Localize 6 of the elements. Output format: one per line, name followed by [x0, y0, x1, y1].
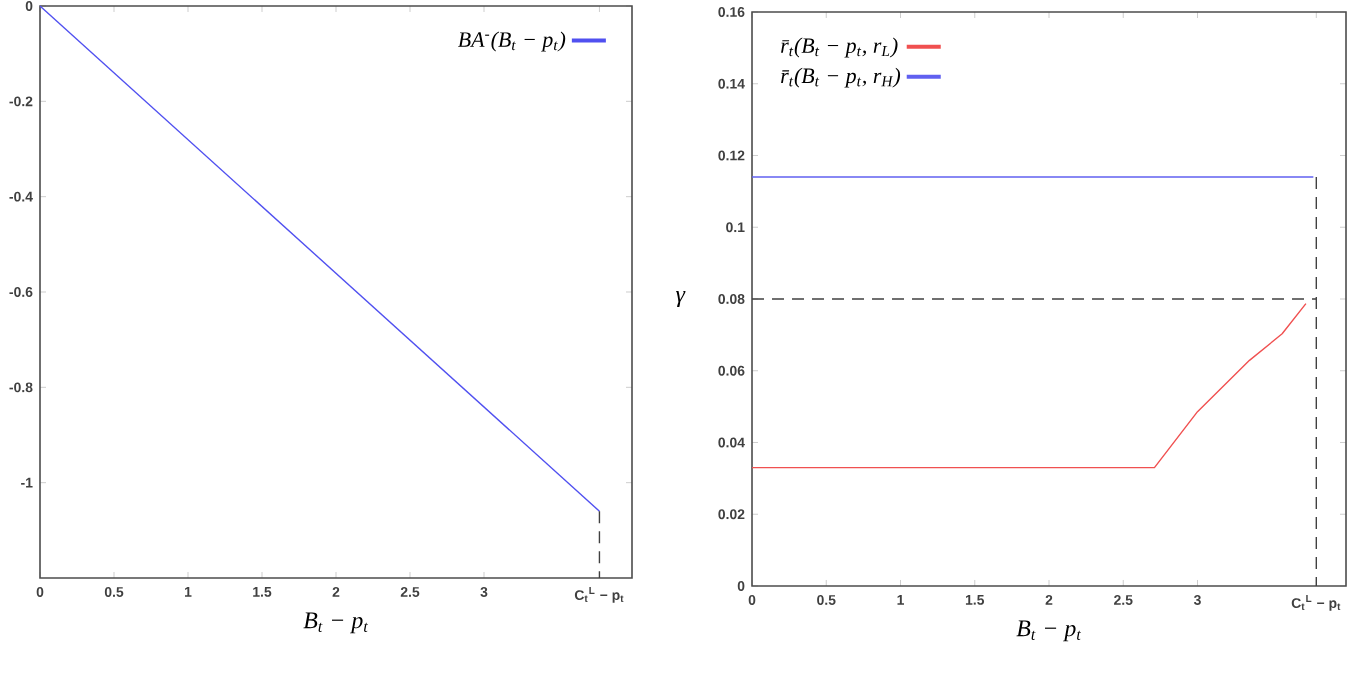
x-axis-title: B$_{t}$ − p$_{t}$ — [1016, 620, 1082, 642]
legend-label: BA$^{-}$(B$_{t}$ − p$_{t}$) — [458, 31, 566, 52]
text: γ — [675, 290, 686, 308]
x-axis-title: B$_{t}$ − p$_{t}$ — [303, 612, 369, 634]
text: r̄$_{t}$(B$_{t}$ − p$_{t}$, r$_{L}$) — [781, 37, 898, 58]
text: r̄$_{t}$(B$_{t}$ − p$_{t}$, r$_{H}$) — [781, 67, 901, 88]
